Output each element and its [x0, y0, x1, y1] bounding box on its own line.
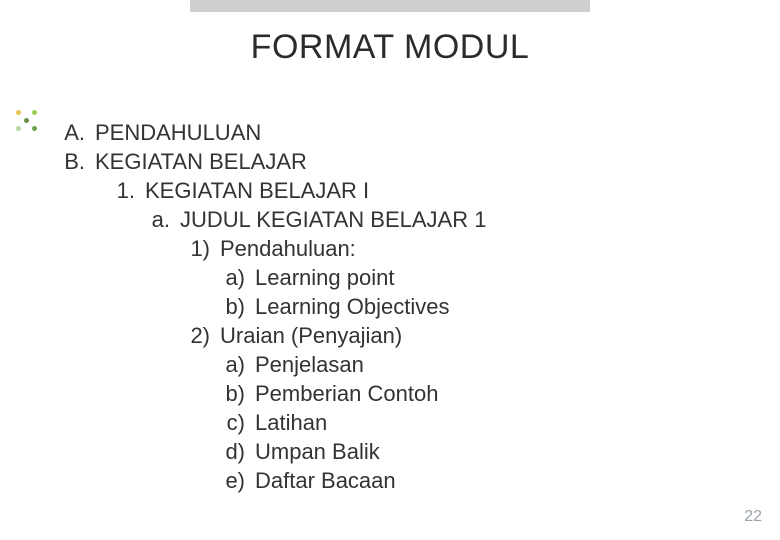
outline-text: JUDUL KEGIATAN BELAJAR 1: [170, 205, 486, 234]
deco-dot: [32, 110, 37, 115]
outline-text: Pendahuluan:: [210, 234, 356, 263]
outline-marker: d): [0, 437, 245, 466]
outline-row: B.KEGIATAN BELAJAR: [0, 147, 780, 176]
outline-text: Learning Objectives: [245, 292, 449, 321]
outline-marker: a.: [0, 205, 170, 234]
outline-row: a.JUDUL KEGIATAN BELAJAR 1: [0, 205, 780, 234]
outline-row: c)Latihan: [0, 408, 780, 437]
outline-row: 1.KEGIATAN BELAJAR I: [0, 176, 780, 205]
outline-marker: e): [0, 466, 245, 495]
outline-text: Uraian (Penyajian): [210, 321, 402, 350]
top-decoration-bar: [190, 0, 590, 12]
outline-row: 2)Uraian (Penyajian): [0, 321, 780, 350]
outline-text: PENDAHULUAN: [85, 118, 261, 147]
outline-row: e)Daftar Bacaan: [0, 466, 780, 495]
outline-marker: c): [0, 408, 245, 437]
outline-text: Learning point: [245, 263, 394, 292]
outline-marker: a): [0, 350, 245, 379]
outline-text: Pemberian Contoh: [245, 379, 438, 408]
outline-marker: 1.: [0, 176, 135, 205]
outline-text: KEGIATAN BELAJAR: [85, 147, 307, 176]
outline-marker: a): [0, 263, 245, 292]
page-number: 22: [744, 508, 762, 526]
outline-marker: A.: [0, 118, 85, 147]
outline-text: Latihan: [245, 408, 327, 437]
outline-text: Penjelasan: [245, 350, 364, 379]
slide-title: FORMAT MODUL: [0, 0, 780, 87]
outline-marker: 2): [0, 321, 210, 350]
outline-text: Daftar Bacaan: [245, 466, 396, 495]
outline-row: b)Pemberian Contoh: [0, 379, 780, 408]
outline-marker: B.: [0, 147, 85, 176]
outline-marker: b): [0, 379, 245, 408]
outline-content: A.PENDAHULUANB.KEGIATAN BELAJAR1.KEGIATA…: [0, 118, 780, 495]
outline-text: Umpan Balik: [245, 437, 380, 466]
outline-row: A.PENDAHULUAN: [0, 118, 780, 147]
outline-row: a)Learning point: [0, 263, 780, 292]
outline-row: a)Penjelasan: [0, 350, 780, 379]
outline-text: KEGIATAN BELAJAR I: [135, 176, 369, 205]
outline-row: b)Learning Objectives: [0, 292, 780, 321]
outline-marker: b): [0, 292, 245, 321]
outline-row: 1)Pendahuluan:: [0, 234, 780, 263]
outline-row: d)Umpan Balik: [0, 437, 780, 466]
outline-marker: 1): [0, 234, 210, 263]
deco-dot: [16, 110, 21, 115]
